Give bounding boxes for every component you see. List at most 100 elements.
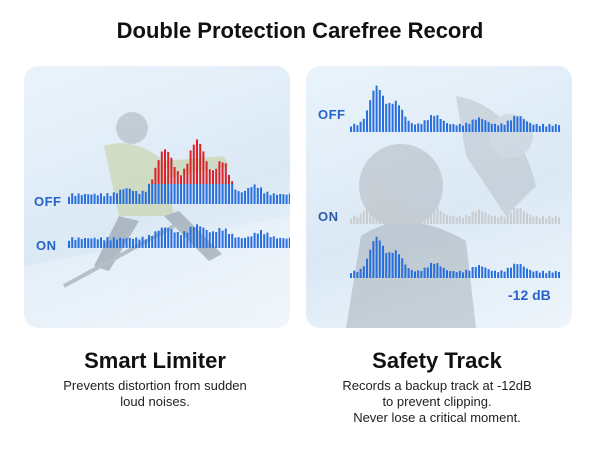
safety-off-bar: [353, 123, 356, 132]
safety-on-bar: [446, 215, 448, 224]
limiter-on-bar: [279, 237, 282, 248]
skier-figure: [24, 112, 290, 328]
safety-backup-bar: [404, 264, 407, 278]
limiter-off-bar: [93, 193, 96, 204]
safety-off-bar: [497, 125, 500, 132]
limiter-on-bar: [276, 238, 278, 248]
limiter-off-bar: [231, 184, 234, 204]
safety-on-bar: [500, 215, 503, 224]
safety-on-waveform: [350, 177, 560, 224]
safety-on-bar: [442, 212, 445, 224]
safety-off-bar: [375, 85, 378, 132]
safety-off-bar: [401, 109, 404, 132]
safety-off-bar: [394, 100, 397, 132]
safety-on-bar: [372, 182, 375, 224]
safety-off-bar: [430, 115, 432, 132]
limiter-on-bar: [212, 231, 214, 248]
safety-on-bar: [375, 177, 378, 224]
limiter-on-waveform: [68, 224, 290, 248]
safety-backup-waveform: [350, 236, 560, 278]
limiter-on-bar: [269, 237, 272, 248]
limiter-on-bar: [148, 234, 150, 248]
safety-off-bar: [372, 90, 375, 132]
safety-backup-bar: [516, 264, 519, 278]
limiter-off-bar: [90, 194, 93, 204]
safety-off-bar: [522, 119, 525, 132]
limiter-on-bar: [202, 227, 205, 248]
safety-backup-bar: [548, 270, 551, 278]
safety-off-bar: [506, 120, 509, 132]
limiter-on-bar: [164, 227, 166, 248]
smart-limiter-title: Smart Limiter: [84, 348, 226, 373]
limiter-off-bar: [269, 195, 272, 204]
limiter-off-bar: [288, 193, 290, 204]
safety-backup-bar: [391, 252, 394, 278]
safety-on-bar: [529, 214, 532, 224]
limiter-on-bar: [272, 236, 275, 248]
safety-off-bar: [433, 116, 436, 132]
safety-off-bar: [423, 120, 426, 132]
safety-off-bar: [494, 123, 496, 132]
safety-backup-bar: [490, 270, 493, 278]
limiter-off-bar: [154, 184, 157, 204]
safety-backup-bar: [551, 272, 554, 278]
safety-off-bar: [436, 115, 439, 132]
db-level-label: -12 dB: [508, 287, 551, 303]
limiter-on-bar: [247, 236, 250, 248]
limiter-off-bar: [183, 184, 186, 204]
limiter-on-bar: [218, 228, 221, 248]
limiter-on-bar: [122, 238, 125, 248]
safety-on-bar: [385, 195, 388, 224]
limiter-off-bar: [68, 196, 70, 204]
safety-off-bar: [449, 124, 452, 132]
limiter-off-clip-bar: [164, 149, 166, 184]
safety-on-bar: [462, 217, 464, 224]
limiter-on-bar: [224, 228, 227, 248]
safety-on-bar: [404, 208, 407, 224]
safety-off-waveform: [350, 85, 560, 132]
limiter-off-bar: [100, 193, 102, 204]
safety-on-bar: [522, 211, 525, 224]
safety-backup-bar: [449, 271, 452, 278]
limiter-off-bar: [80, 195, 83, 204]
limiter-off-bar: [144, 191, 147, 204]
safety-off-bar: [356, 125, 359, 132]
limiter-on-bar: [151, 236, 154, 248]
limiter-off-bar: [164, 184, 166, 204]
safety-backup-bar: [375, 236, 378, 278]
limiter-off-bar: [234, 189, 237, 204]
safety-on-bar: [494, 215, 496, 224]
safety-backup-bar: [519, 264, 522, 278]
limiter-on-bar: [84, 237, 86, 248]
limiter-off-bar: [119, 189, 122, 204]
limiter-off-bar: [71, 193, 74, 204]
limiter-on-bar: [154, 231, 157, 248]
safety-on-bar: [407, 212, 410, 224]
safety-backup-bar: [545, 273, 548, 278]
safety-backup-bar: [369, 249, 372, 278]
safety-on-bar: [519, 208, 522, 224]
safety-on-bar: [356, 217, 359, 224]
safety-backup-bar: [465, 269, 468, 278]
limiter-off-bar: [199, 184, 202, 204]
limiter-off-bar: [202, 184, 205, 204]
limiter-on-bar: [125, 238, 128, 248]
limiter-on-bar: [282, 238, 285, 248]
safety-backup-bar: [359, 268, 362, 278]
limiter-on-bar: [196, 224, 198, 248]
safety-backup-bar: [353, 270, 356, 278]
safety-backup-bar: [372, 241, 375, 278]
safety-on-bar: [478, 209, 480, 224]
limiter-off-bar: [148, 184, 150, 204]
safety-on-bar: [516, 208, 519, 224]
safety-on-bar: [433, 208, 436, 224]
safety-off-bar: [385, 103, 388, 132]
safety-backup-bar: [513, 263, 516, 278]
safety-backup-bar: [542, 270, 544, 278]
safety-backup-bar: [526, 268, 528, 278]
safety-on-bar: [436, 207, 439, 224]
safety-on-bar: [353, 215, 356, 224]
safety-on-bar: [449, 216, 452, 224]
limiter-off-clip-bar: [208, 169, 211, 184]
safety-off-bar: [490, 123, 493, 132]
